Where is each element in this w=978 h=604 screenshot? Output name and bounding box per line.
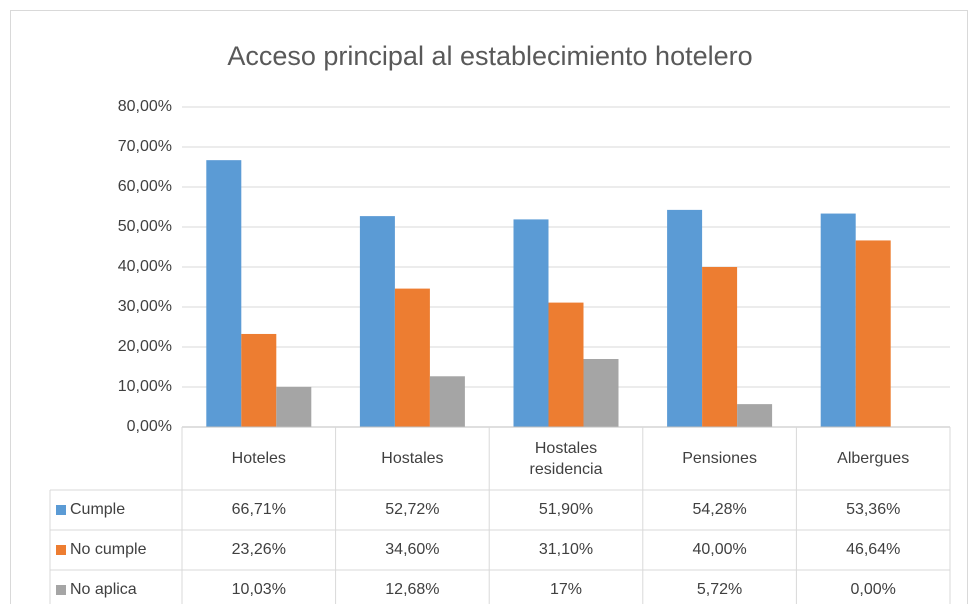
bar	[548, 302, 584, 427]
y-tick-label: 10,00%	[118, 378, 172, 395]
bar	[667, 209, 703, 427]
table-value: 53,36%	[846, 501, 900, 518]
legend-label: No cumple	[70, 541, 147, 558]
bar	[241, 333, 277, 427]
x-tick-label: Hoteles	[231, 450, 286, 467]
legend-key	[56, 585, 66, 595]
table-value: 10,03%	[232, 581, 286, 598]
bar	[206, 160, 242, 427]
bar	[394, 288, 430, 427]
bar	[429, 376, 465, 427]
table-value: 34,60%	[385, 541, 439, 558]
table-value: 31,10%	[539, 541, 593, 558]
bar	[820, 213, 856, 427]
bar	[702, 267, 738, 427]
x-tick-label: Hostales residencia	[529, 439, 603, 478]
table-value: 5,72%	[697, 581, 742, 598]
y-tick-label: 20,00%	[118, 338, 172, 355]
table-value: 0,00%	[851, 581, 896, 598]
table-value: 46,64%	[846, 541, 900, 558]
table-value: 12,68%	[385, 581, 439, 598]
y-tick-label: 50,00%	[118, 218, 172, 235]
y-tick-label: 70,00%	[118, 138, 172, 155]
legend-label: Cumple	[70, 501, 125, 518]
y-tick-label: 40,00%	[118, 258, 172, 275]
chart-title: Acceso principal al establecimiento hote…	[227, 41, 752, 71]
x-tick-label: Pensiones	[682, 450, 757, 467]
legend-label: No aplica	[70, 581, 137, 598]
x-tick-label: Hostales	[381, 450, 444, 467]
table-value: 51,90%	[539, 501, 593, 518]
bar	[855, 240, 891, 427]
y-tick-label: 80,00%	[118, 98, 172, 115]
bar	[513, 219, 549, 427]
table-value: 17%	[550, 581, 582, 598]
table-value: 54,28%	[692, 501, 746, 518]
bar	[359, 216, 395, 427]
y-tick-label: 0,00%	[127, 418, 172, 435]
bar	[737, 404, 773, 427]
y-tick-label: 30,00%	[118, 298, 172, 315]
bar	[583, 359, 619, 427]
table-value: 23,26%	[232, 541, 286, 558]
table-value: 40,00%	[692, 541, 746, 558]
y-tick-label: 60,00%	[118, 178, 172, 195]
table-value: 52,72%	[385, 501, 439, 518]
legend-key	[56, 505, 66, 515]
legend-key	[56, 545, 66, 555]
table-value: 66,71%	[232, 501, 286, 518]
x-tick-label: Albergues	[837, 450, 910, 467]
bar	[276, 386, 312, 427]
